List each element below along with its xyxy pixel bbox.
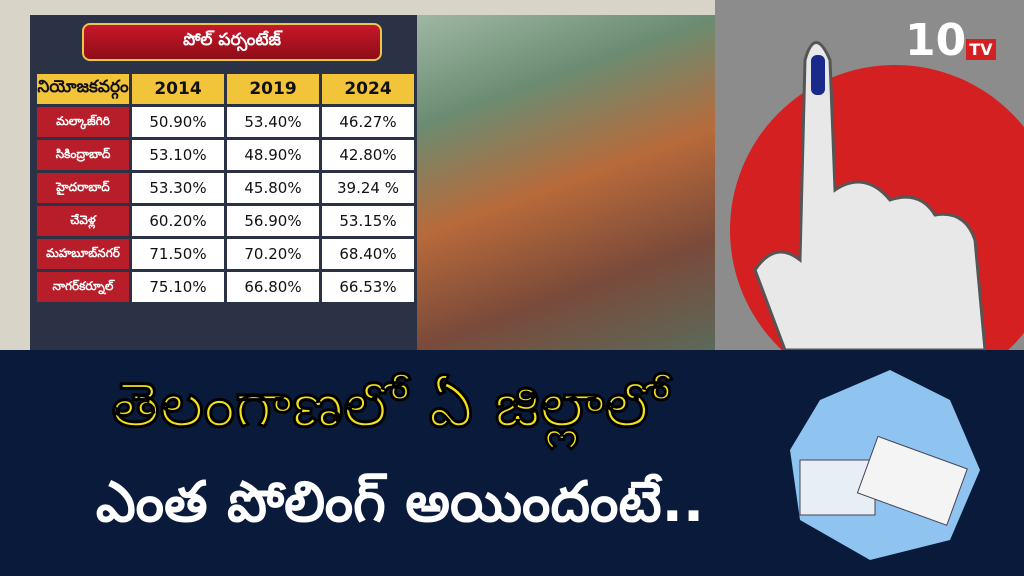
percent-cell: 46.27%	[322, 107, 414, 137]
header-row: నియోజకవర్గం 2014 2019 2024	[37, 74, 414, 104]
constituency-cell: చేవెళ్ల	[37, 206, 129, 236]
percent-cell: 70.20%	[227, 239, 319, 269]
logo-number: 10	[905, 15, 967, 66]
percent-cell: 53.30%	[132, 173, 224, 203]
percent-cell: 39.24 %	[322, 173, 414, 203]
percent-cell: 42.80%	[322, 140, 414, 170]
constituency-cell: మల్కాజ్‌గిరి	[37, 107, 129, 137]
ballot-unit	[856, 435, 968, 526]
headline-band	[0, 350, 1024, 576]
percent-cell: 56.90%	[227, 206, 319, 236]
percent-cell: 45.80%	[227, 173, 319, 203]
ink-mark	[811, 55, 825, 95]
table-row: మహబూబ్‌నగర్ 71.50% 70.20% 68.40%	[37, 239, 414, 269]
finger-art	[730, 41, 1024, 395]
percent-cell: 66.80%	[227, 272, 319, 302]
percent-cell: 75.10%	[132, 272, 224, 302]
header-cell: నియోజకవర్గం	[37, 74, 129, 104]
table-row: హైదరాబాద్ 53.30% 45.80% 39.24 %	[37, 173, 414, 203]
poll-table: నియోజకవర్గం 2014 2019 2024 మల్కాజ్‌గిరి 50.90…	[34, 71, 417, 305]
channel-logo: 10 TV	[905, 15, 1013, 85]
logo-suffix: TV	[966, 39, 996, 60]
percent-cell: 50.90%	[132, 107, 224, 137]
crowd-photo	[417, 15, 715, 350]
finger	[753, 41, 987, 352]
map-graphic	[790, 370, 980, 560]
header-cell: 2014	[132, 74, 224, 104]
table-title: పోల్ పర్సంటేజ్	[82, 23, 382, 61]
percent-cell: 60.20%	[132, 206, 224, 236]
constituency-cell: నాగర్‌కర్నూల్	[37, 272, 129, 302]
constituency-cell: మహబూబ్‌నగర్	[37, 239, 129, 269]
percent-cell: 66.53%	[322, 272, 414, 302]
table-row: సికింద్రాబాద్ 53.10% 48.90% 42.80%	[37, 140, 414, 170]
percent-cell: 53.40%	[227, 107, 319, 137]
headline-line-1: తెలంగాణలో ఏ జిల్లాలో	[111, 368, 669, 442]
percent-cell: 53.10%	[132, 140, 224, 170]
table-row: నాగర్‌కర్నూల్ 75.10% 66.80% 66.53%	[37, 272, 414, 302]
constituency-cell: హైదరాబాద్	[37, 173, 129, 203]
header-cell: 2024	[322, 74, 414, 104]
headline-line-2: ఎంత పోలింగ్ అయిందంటే..	[95, 470, 705, 535]
table-row: మల్కాజ్‌గిరి 50.90% 53.40% 46.27%	[37, 107, 414, 137]
percent-cell: 53.15%	[322, 206, 414, 236]
percent-cell: 71.50%	[132, 239, 224, 269]
table-panel: పోల్ పర్సంటేజ్ నియోజకవర్గం 2014 2019 2024 మల…	[30, 15, 417, 350]
table-row: చేవెళ్ల 60.20% 56.90% 53.15%	[37, 206, 414, 236]
header-cell: 2019	[227, 74, 319, 104]
constituency-cell: సికింద్రాబాద్	[37, 140, 129, 170]
percent-cell: 48.90%	[227, 140, 319, 170]
percent-cell: 68.40%	[322, 239, 414, 269]
